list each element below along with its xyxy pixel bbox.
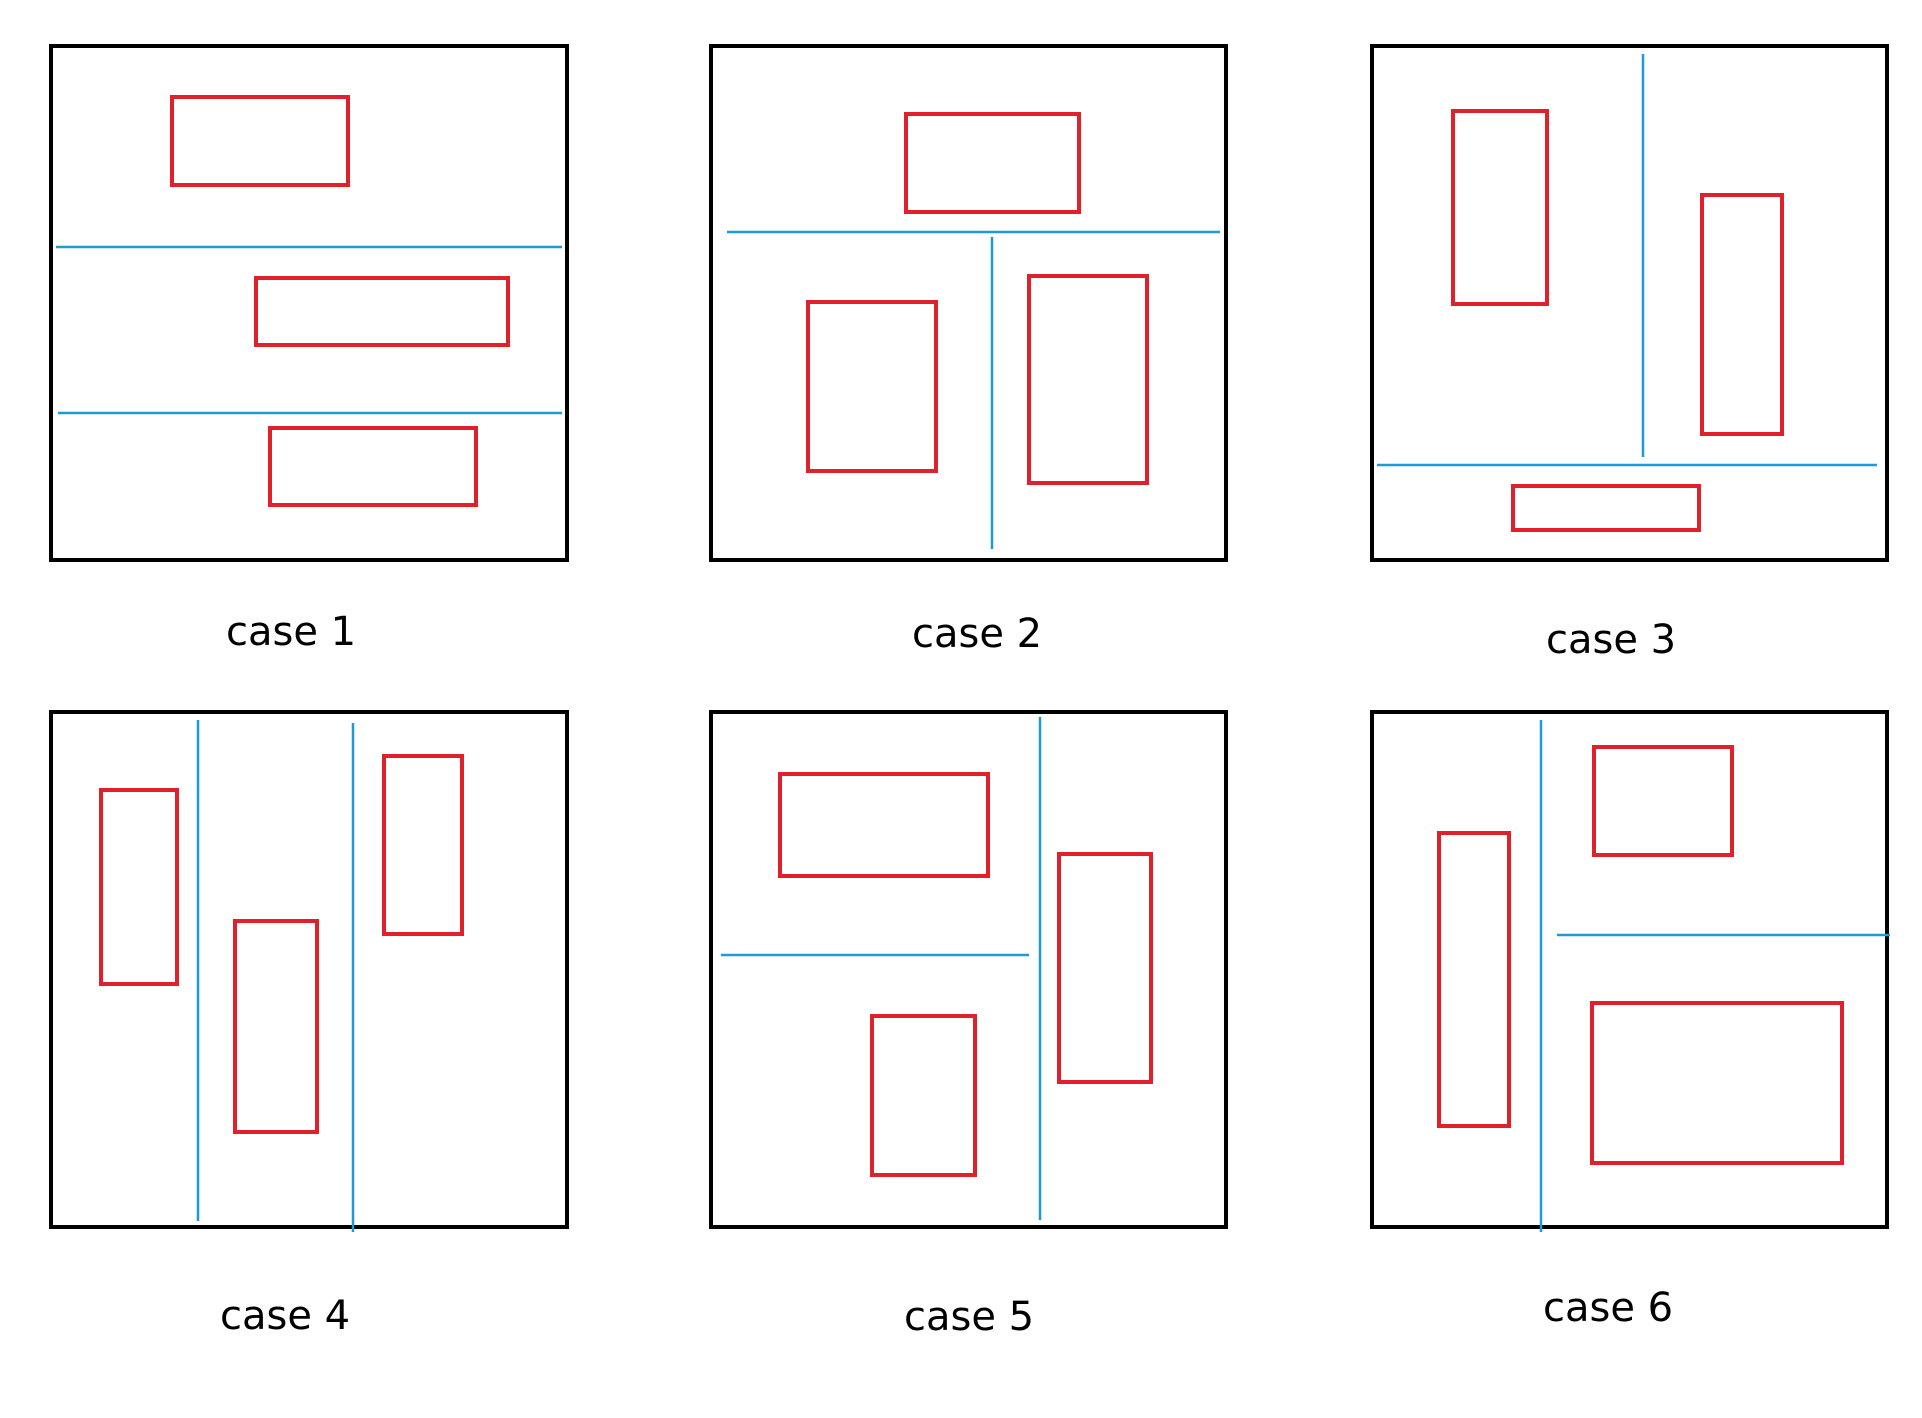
element-box [254,276,510,347]
case-panel-5 [709,710,1228,1229]
element-box [1437,831,1511,1128]
case-frame [49,710,569,1229]
case-label-5: case 5 [904,1294,1035,1340]
element-box [778,772,990,878]
element-box [1451,109,1549,306]
case-frame [709,44,1228,562]
element-box [1027,274,1149,485]
element-box [1590,1001,1844,1165]
element-box [904,112,1081,214]
case-frame [1370,710,1889,1229]
case-frame [49,44,569,562]
case-label-3: case 3 [1546,617,1677,663]
element-box [1511,484,1701,532]
element-box [1057,852,1153,1084]
element-box [1592,745,1734,857]
element-box [382,754,464,936]
element-box [233,919,319,1134]
case-label-1: case 1 [226,609,357,655]
case-label-6: case 6 [1543,1285,1674,1331]
case-panel-1 [49,44,569,562]
element-box [170,95,350,187]
element-box [806,300,938,473]
case-label-2: case 2 [912,611,1043,657]
case-label-4: case 4 [220,1293,351,1339]
case-panel-6 [1370,710,1890,1232]
case-panel-3 [1370,44,1889,562]
element-box [1700,193,1784,436]
element-box [99,788,179,986]
element-box [870,1014,977,1177]
element-box [268,426,478,507]
case-frame [1370,44,1889,562]
case-frame [709,710,1228,1229]
case-panel-2 [709,44,1228,562]
case-panel-4 [49,710,569,1232]
